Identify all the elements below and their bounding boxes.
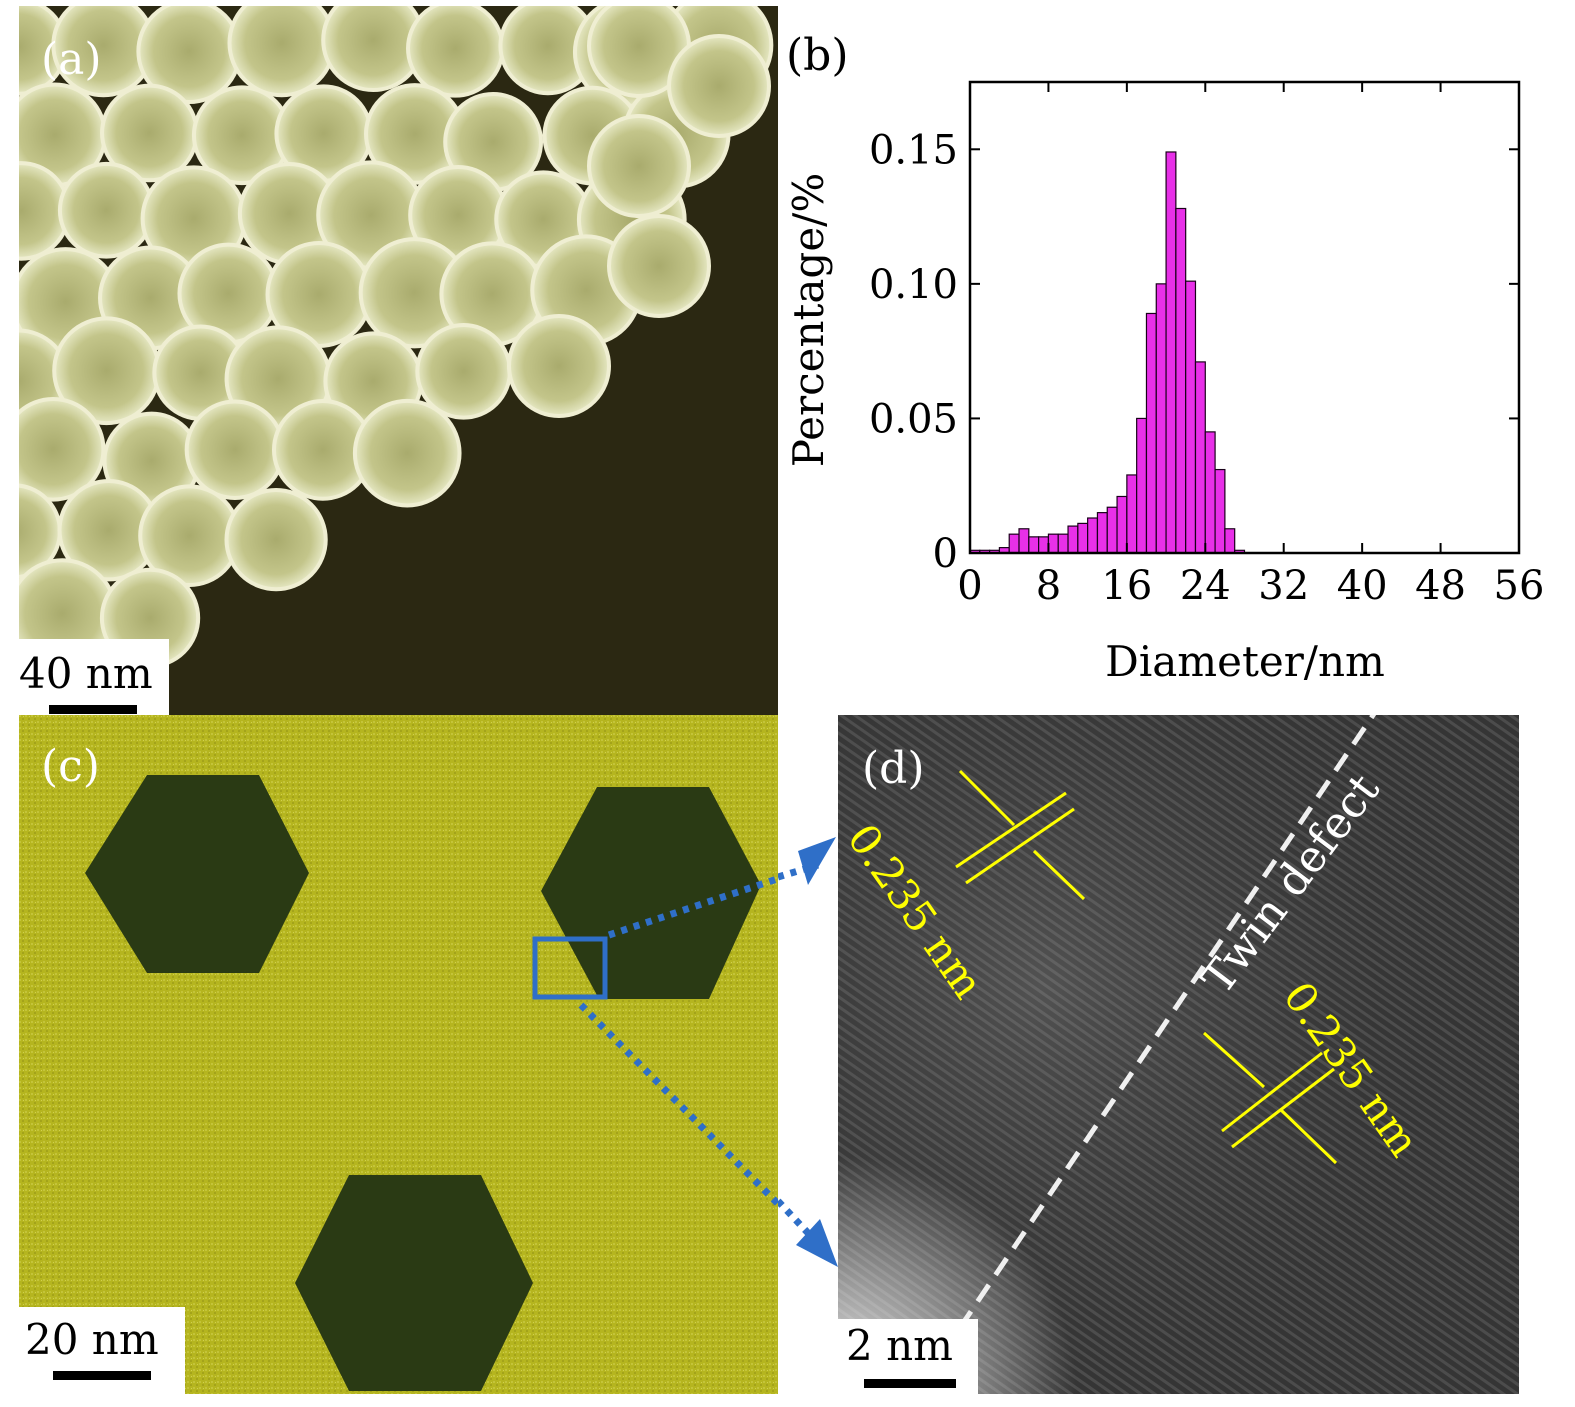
panel-a-label: (a): [41, 34, 102, 85]
nanoparticle: [667, 34, 771, 138]
histogram-bar: [1126, 474, 1138, 554]
histogram-bar: [1018, 528, 1030, 554]
selection-box: [532, 936, 608, 1000]
nanoparticle: [19, 397, 106, 502]
histogram-bar: [1028, 536, 1040, 554]
histogram-bar: [1116, 495, 1128, 554]
plot-frame: [968, 80, 1521, 555]
zoom-arrows: [778, 837, 838, 1267]
histogram-bar: [1214, 468, 1226, 554]
panel-b-label: (b): [786, 30, 849, 81]
nanoparticle: [184, 399, 286, 500]
twin-boundary-line: [921, 715, 1377, 1383]
y-axis-label: Percentage/%: [785, 173, 833, 467]
x-tick-label: 8: [1036, 563, 1061, 609]
scale-bar-a-line: [49, 705, 137, 714]
x-tick-label: 24: [1180, 563, 1231, 609]
scale-bar-a-text: 40 nm: [19, 649, 153, 698]
x-axis-label: Diameter/nm: [1105, 637, 1385, 686]
histogram-bar: [1067, 525, 1079, 554]
histogram-bar: [1136, 417, 1148, 554]
spacing-marker-1: [955, 769, 1086, 901]
y-tick-label: 0: [933, 531, 958, 577]
histogram-bar: [1155, 283, 1167, 554]
panel-d-label: (d): [862, 743, 925, 794]
scale-bar-d-text: 2 nm: [846, 1321, 953, 1370]
arrowhead-icon: [798, 837, 836, 885]
histogram-bar: [1224, 528, 1236, 554]
x-tick-label: 48: [1415, 563, 1466, 609]
x-tick-label: 56: [1494, 563, 1545, 609]
scale-bar-c-line: [53, 1371, 151, 1380]
scale-bar-c: 20 nm: [19, 1307, 185, 1394]
histogram-bar: [1047, 533, 1059, 554]
arrowhead-icon: [796, 1219, 838, 1267]
nanoparticle: [587, 114, 691, 218]
histogram-bar: [1204, 431, 1216, 554]
scale-bar-d: 2 nm: [838, 1319, 978, 1394]
x-tick-label: 16: [1101, 563, 1152, 609]
histogram-bar: [1096, 512, 1108, 554]
histogram-bar: [1165, 151, 1177, 554]
hexagon-particle: [85, 775, 309, 973]
histogram-bar: [1145, 312, 1157, 554]
histogram-bar: [1106, 506, 1118, 554]
spacing-marker-2: [1202, 1031, 1338, 1165]
histogram-bar: [1087, 517, 1099, 554]
nanoparticle: [57, 161, 155, 259]
histogram-bar: [1038, 536, 1050, 554]
nanoparticle: [507, 314, 611, 418]
nanoparticle: [352, 398, 462, 508]
y-tick-label: 0.15: [869, 127, 958, 173]
nanoparticle: [406, 6, 505, 98]
scale-bar-c-text: 20 nm: [25, 1315, 159, 1364]
x-tick-label: 32: [1258, 563, 1309, 609]
panel-a-sem-image: (a) 40 nm: [19, 6, 778, 715]
histogram-chart: 0 8 16 24 32 40 48 56 0 0.05 0.10 0.15 Percentage/%…: [785, 80, 1545, 686]
histogram-bar: [1077, 522, 1089, 554]
zoom-connector-line: [607, 874, 778, 939]
x-tick-label: 0: [957, 563, 982, 609]
hexagon-particle: [541, 787, 761, 999]
sem-particles: [19, 6, 778, 715]
hexagon-particle: [295, 1175, 533, 1391]
panel-c-label: (c): [41, 741, 100, 792]
lattice-image: [838, 715, 1519, 1394]
histogram-bar: [1175, 207, 1187, 554]
histogram-bar: [1194, 361, 1206, 554]
nanoparticle: [415, 323, 512, 420]
nanoparticle: [224, 487, 328, 592]
scale-bar-d-line: [864, 1379, 956, 1388]
y-tick-label: 0.05: [869, 396, 958, 442]
nanoparticle: [227, 6, 336, 98]
zoom-connector-line: [578, 1002, 778, 1209]
tem-particles: [19, 715, 778, 1394]
histogram-bar: [1185, 280, 1197, 554]
histogram-bar: [1008, 533, 1020, 554]
y-tick-label: 0.10: [869, 262, 958, 308]
scale-bar-a: 40 nm: [19, 639, 169, 715]
panel-d-hrtem-image: (d) Twin defect 0.235 nm 0.235 nm 2 nm: [838, 715, 1519, 1394]
x-tick-label: 40: [1337, 563, 1388, 609]
panel-c-tem-image: (c) 20 nm: [19, 715, 778, 1394]
histogram-bar: [1057, 533, 1069, 554]
nanoparticle: [607, 214, 711, 318]
